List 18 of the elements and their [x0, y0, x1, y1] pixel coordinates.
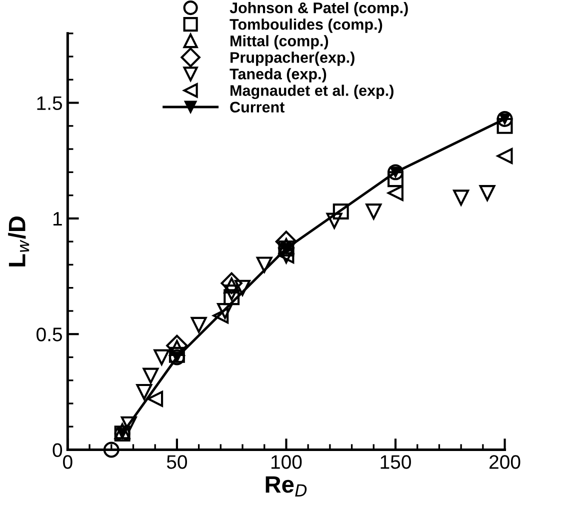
legend-label: Magnaudet et al. (exp.) [230, 84, 394, 100]
x-tick-label: 200 [490, 455, 520, 469]
x-tick-label: 50 [166, 455, 188, 469]
legend-label: Pruppacher(exp.) [230, 52, 354, 66]
legend-label: Tomboulides (comp.) [230, 18, 382, 33]
y-tick-label: 0 [52, 443, 62, 457]
legend-label: Mittal (comp.) [230, 35, 328, 50]
legend-label: Johnson & Patel (comp.) [230, 2, 408, 16]
y-axis-title: L$_{w}$/D [8, 216, 30, 266]
y-tick-label: 1.5 [37, 96, 62, 110]
y-tick-label: 1 [53, 212, 62, 226]
legend-label: Taneda (exp.) [230, 68, 326, 82]
legend-label: Current [230, 102, 285, 113]
x-tick-label: 0 [63, 455, 72, 469]
x-tick-label: 150 [380, 455, 411, 469]
x-tick-label: 100 [271, 455, 302, 469]
y-tick-label: 0.5 [36, 328, 62, 342]
x-axis-title: Re$_{D}$ [266, 476, 307, 496]
